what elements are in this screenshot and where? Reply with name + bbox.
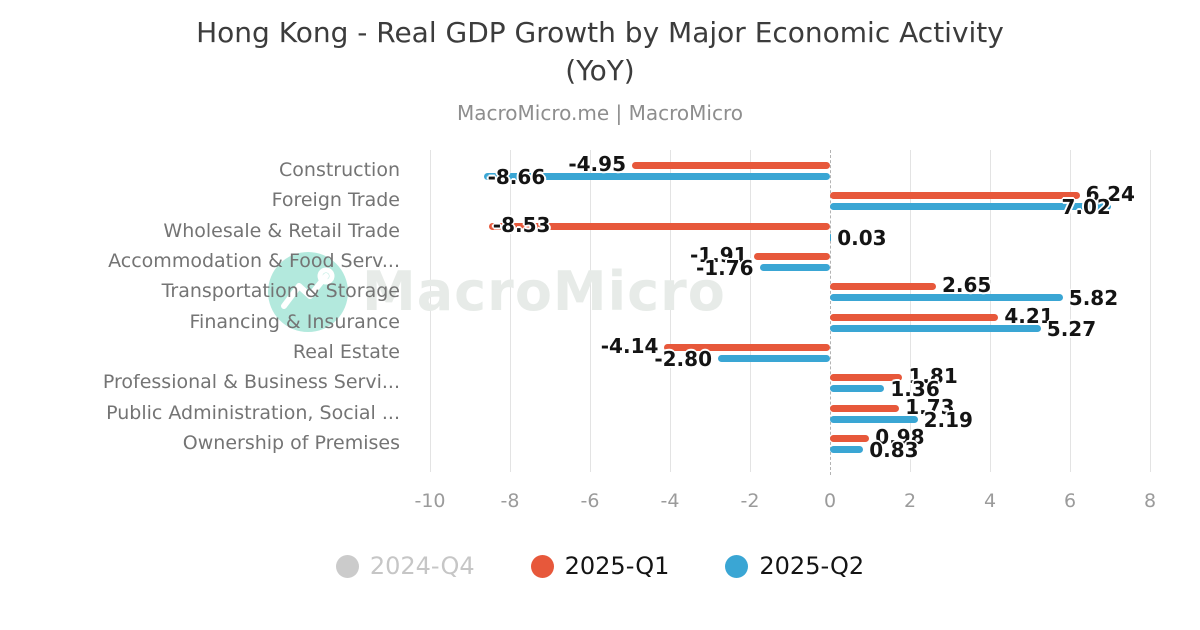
- bar-2025-Q2-1[interactable]: [830, 203, 1111, 211]
- x-gridline: [590, 150, 591, 472]
- value-label-2025-Q1-8: 1.73: [905, 394, 955, 419]
- category-label: Accommodation & Food Serv...: [108, 249, 400, 272]
- x-tick-label: -10: [414, 490, 446, 512]
- category-label: Real Estate: [292, 340, 400, 363]
- x-tick-label: 0: [823, 490, 837, 512]
- zero-axis-line: [830, 150, 831, 475]
- x-tick-label: 8: [1143, 490, 1157, 512]
- category-label: Transportation & Storage: [161, 280, 400, 303]
- legend-label: 2025-Q1: [564, 552, 670, 580]
- x-tick-label: 6: [1063, 490, 1077, 512]
- value-label-2025-Q1-6: -4.14: [600, 333, 659, 358]
- value-label-2025-Q1-3: -1.91: [689, 242, 748, 267]
- bar-2025-Q2-8[interactable]: [830, 415, 918, 423]
- x-tick-label: -8: [500, 490, 520, 512]
- category-label: Foreign Trade: [271, 189, 400, 212]
- bar-2025-Q1-9[interactable]: [830, 434, 870, 442]
- value-label-2025-Q2-9: 0.83: [869, 437, 919, 462]
- bar-2025-Q1-2[interactable]: [488, 222, 830, 230]
- bar-2025-Q2-2[interactable]: [830, 233, 832, 241]
- x-tick-label: 2: [903, 490, 917, 512]
- bar-2025-Q2-4[interactable]: [830, 294, 1063, 302]
- bar-2025-Q2-3[interactable]: [759, 263, 830, 271]
- category-label: Construction: [279, 159, 400, 181]
- x-tick-label: -4: [660, 490, 680, 512]
- value-label-2025-Q2-6: -2.80: [654, 346, 712, 371]
- legend-item-2025-Q1[interactable]: 2025-Q1: [530, 552, 670, 580]
- legend-marker-icon: [530, 554, 554, 578]
- bar-2025-Q1-3[interactable]: [753, 252, 830, 260]
- chart-title-line1: Hong Kong - Real GDP Growth by Major Eco…: [196, 16, 1004, 49]
- value-label-2025-Q1-2: -8.53: [492, 212, 551, 237]
- value-label-2025-Q1-0: -4.95: [568, 152, 626, 176]
- legend-item-2024-Q4[interactable]: 2024-Q4: [335, 552, 475, 580]
- value-label-2025-Q2-5: 5.27: [1046, 316, 1097, 341]
- category-label: Financing & Insurance: [189, 310, 401, 333]
- x-gridline: [670, 150, 671, 472]
- bar-2025-Q1-0[interactable]: [632, 162, 830, 169]
- legend-label: 2025-Q2: [759, 552, 865, 580]
- value-label-2025-Q2-4: 5.82: [1068, 286, 1119, 311]
- bar-2025-Q2-7[interactable]: [830, 385, 885, 393]
- value-label-2025-Q2-8: 2.19: [923, 407, 973, 432]
- x-gridline: [750, 150, 751, 472]
- bar-2025-Q1-5[interactable]: [830, 313, 999, 321]
- value-label-2025-Q1-7: 1.81: [908, 364, 958, 389]
- bar-2025-Q2-6[interactable]: [718, 354, 830, 362]
- bar-2025-Q1-7[interactable]: [830, 374, 903, 382]
- x-gridline: [510, 150, 511, 472]
- bar-2025-Q1-8[interactable]: [830, 404, 900, 412]
- legend: 2024-Q4 2025-Q1 2025-Q2: [0, 552, 1200, 580]
- category-label: Public Administration, Social ...: [106, 401, 400, 424]
- value-label-2025-Q2-2: 0.03: [837, 225, 887, 250]
- value-label-2025-Q1-1: 6.24: [1085, 182, 1135, 207]
- bar-2025-Q1-1[interactable]: [830, 192, 1080, 200]
- x-gridline: [1070, 150, 1071, 472]
- value-label-2025-Q2-3: -1.76: [695, 255, 754, 280]
- x-tick-label: 4: [983, 490, 997, 512]
- value-label-2025-Q1-4: 2.65: [942, 273, 992, 298]
- bar-2025-Q2-0[interactable]: [483, 173, 830, 180]
- bar-2025-Q1-6[interactable]: [664, 343, 830, 351]
- chart-title-line2: (YoY): [565, 54, 635, 87]
- value-label-2025-Q2-1: 7.02: [1061, 195, 1111, 220]
- value-label-2025-Q1-9: 0.98: [875, 424, 925, 449]
- legend-marker-icon: [725, 554, 749, 578]
- value-label-2025-Q1-5: 4.21: [1004, 303, 1054, 328]
- bar-2025-Q2-5[interactable]: [830, 324, 1041, 332]
- watermark-text: MacroMicro: [362, 260, 726, 323]
- legend-label: 2024-Q4: [369, 552, 475, 580]
- x-gridline: [1150, 150, 1151, 472]
- value-label-2025-Q2-0: -8.66: [487, 165, 546, 189]
- category-label: Wholesale & Retail Trade: [163, 219, 400, 242]
- value-label-2025-Q2-7: 1.36: [890, 377, 940, 402]
- legend-item-2025-Q2[interactable]: 2025-Q2: [725, 552, 864, 580]
- category-label: Ownership of Premises: [182, 431, 400, 454]
- bar-2025-Q1-4[interactable]: [830, 283, 936, 291]
- macromicro-logo-icon: [266, 250, 350, 338]
- x-gridline: [430, 150, 431, 472]
- category-label: Professional & Business Servi...: [102, 371, 400, 394]
- chart-subtitle: MacroMicro.me | MacroMicro: [457, 101, 743, 125]
- chart-title: Hong Kong - Real GDP Growth by Major Eco…: [0, 14, 1200, 90]
- x-gridline: [990, 150, 991, 472]
- x-gridline: [910, 150, 911, 472]
- x-tick-label: -6: [580, 490, 600, 512]
- legend-marker-icon: [335, 554, 359, 578]
- x-tick-label: -2: [740, 490, 760, 512]
- bar-2025-Q2-9[interactable]: [830, 445, 864, 453]
